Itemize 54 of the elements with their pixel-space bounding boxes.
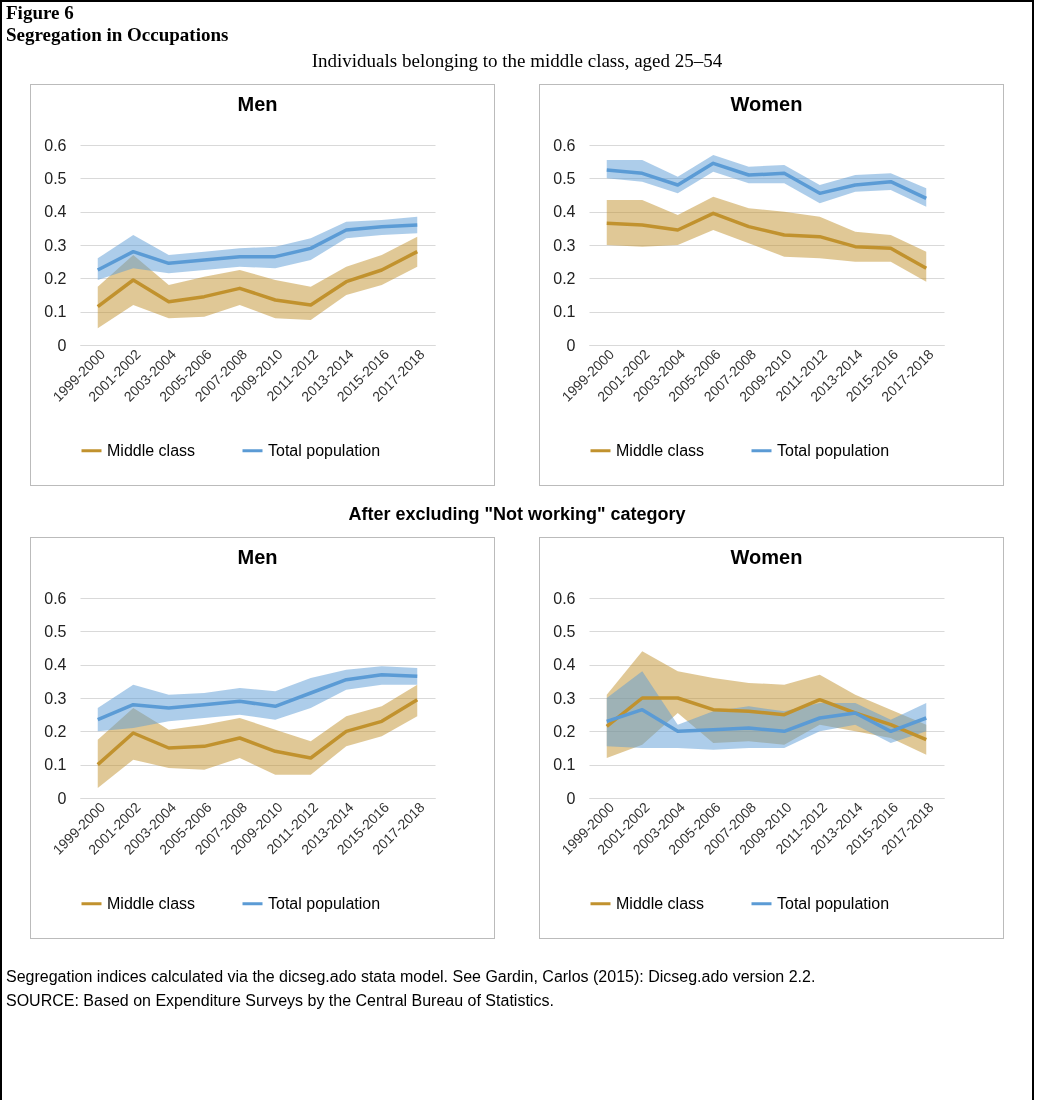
y-tick-label: 0.2 bbox=[553, 722, 576, 740]
line-series bbox=[605, 211, 928, 271]
y-tick-label: 0 bbox=[566, 789, 576, 807]
legend-label: Total population bbox=[268, 894, 381, 912]
y-tick-label: 0 bbox=[57, 789, 67, 807]
y-tick-label: 0.1 bbox=[553, 756, 576, 774]
y-tick-label: 0.6 bbox=[44, 136, 67, 154]
legend-label: Middle class bbox=[616, 441, 705, 459]
line-series bbox=[96, 697, 419, 767]
y-tick-label: 0.5 bbox=[44, 622, 67, 640]
y-tick-label: 0.2 bbox=[553, 269, 576, 287]
y-tick-label: 0.6 bbox=[553, 136, 576, 154]
legend-label: Total population bbox=[268, 441, 381, 459]
line-series bbox=[605, 707, 928, 734]
y-tick-label: 0.6 bbox=[44, 589, 67, 607]
text: Individuals belonging to the middle class, aged 25–54 bbox=[310, 50, 724, 72]
y-tick-label: 0 bbox=[566, 336, 576, 354]
y-tick-label: 0.2 bbox=[44, 722, 67, 740]
legend-label: Total population bbox=[777, 441, 890, 459]
legend-label: Middle class bbox=[107, 441, 196, 459]
y-tick-label: 0.6 bbox=[553, 589, 576, 607]
chart-title: Men bbox=[237, 546, 278, 568]
line-series bbox=[605, 161, 928, 201]
legend-label: Total population bbox=[777, 894, 890, 912]
line-series bbox=[96, 249, 419, 309]
y-tick-label: 0.1 bbox=[44, 756, 67, 774]
line-series bbox=[96, 223, 419, 272]
y-tick-label: 0.3 bbox=[553, 236, 576, 254]
y-tick-label: 0.5 bbox=[553, 622, 576, 640]
y-tick-label: 0.2 bbox=[44, 269, 67, 287]
line-series bbox=[96, 672, 419, 722]
chart-title: Men bbox=[237, 93, 278, 115]
y-tick-label: 0.4 bbox=[553, 203, 576, 221]
y-tick-label: 0.3 bbox=[44, 689, 67, 707]
line-series bbox=[605, 696, 928, 742]
y-tick-label: 0.4 bbox=[44, 203, 67, 221]
y-tick-label: 0.1 bbox=[44, 303, 67, 321]
chart-title: Women bbox=[730, 546, 803, 568]
y-tick-label: 0.4 bbox=[553, 656, 576, 674]
y-tick-label: 0.4 bbox=[44, 656, 67, 674]
y-tick-label: 0 bbox=[57, 336, 67, 354]
legend-label: Middle class bbox=[107, 894, 196, 912]
y-tick-label: 0.3 bbox=[553, 689, 576, 707]
y-tick-label: 0.1 bbox=[553, 303, 576, 321]
caption: Figure 6 bbox=[6, 2, 75, 24]
text: Segregation in Occupations bbox=[6, 24, 230, 46]
y-tick-label: 0.3 bbox=[44, 236, 67, 254]
legend-label: Middle class bbox=[616, 894, 705, 912]
text: After excluding "Not working" category bbox=[347, 504, 687, 525]
y-tick-label: 0.5 bbox=[44, 169, 67, 187]
text: Segregation indices calculated via the dicseg.ado stata model. See Gardin, Carlos (2015): Dicseg.ado version 2.2. bbox=[6, 967, 817, 987]
chart-title: Women bbox=[730, 93, 803, 115]
source-note: SOURCE: Based on Expenditure Surveys by the Central Bureau of Statistics. bbox=[6, 991, 555, 1011]
y-tick-label: 0.5 bbox=[553, 169, 576, 187]
